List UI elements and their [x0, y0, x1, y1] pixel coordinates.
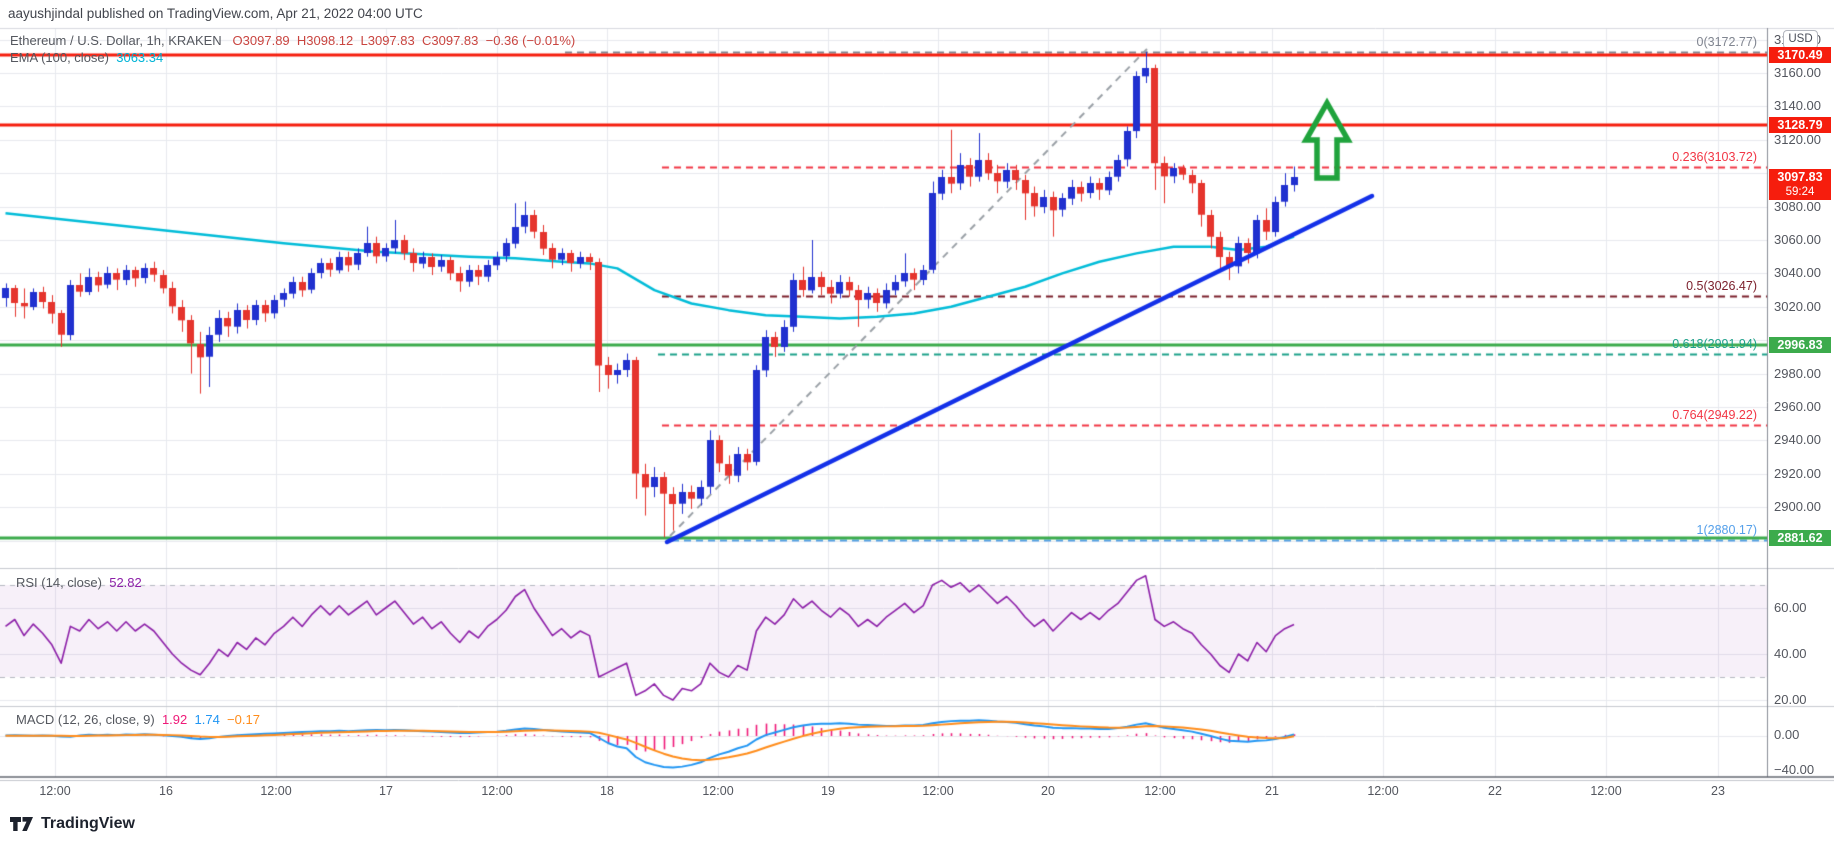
- price-axis-badge: 2996.83: [1769, 337, 1831, 354]
- candle-countdown: 59:24: [1785, 185, 1815, 198]
- time-tick-label: 16: [159, 784, 173, 798]
- ema-value: 3063.34: [116, 50, 164, 65]
- rsi-tick-label: 40.00: [1774, 646, 1807, 661]
- fib-level-label: 1(2880.17): [1696, 523, 1757, 538]
- price-tick-label: 2960.00: [1774, 399, 1821, 414]
- macd-label: MACD (12, 26, close, 9): [16, 712, 155, 727]
- price-axis-badge: 2881.62: [1769, 529, 1831, 546]
- price-axis-badge: 3097.83 59:24: [1769, 168, 1831, 200]
- ohlc-low: L3097.83: [360, 33, 415, 48]
- time-tick-label: 22: [1488, 784, 1502, 798]
- price-axis-badge: 3170.49: [1769, 47, 1831, 64]
- macd-legend[interactable]: MACD (12, 26, close, 9) 1.92 1.74 −0.17: [16, 712, 260, 727]
- rsi-value: 52.82: [109, 575, 142, 590]
- price-tick-label: 3080.00: [1774, 198, 1821, 214]
- ohlc-high: H3098.12: [296, 33, 354, 48]
- macd-tick-label: 0.00: [1774, 727, 1800, 742]
- tradingview-logo-icon: [10, 816, 33, 831]
- rsi-legend[interactable]: RSI (14, close) 52.82: [16, 575, 142, 590]
- tradingview-logo[interactable]: TradingView: [10, 815, 135, 833]
- fib-level-label: 0.764(2949.22): [1672, 408, 1757, 422]
- price-axis-badge: 3128.79: [1769, 117, 1831, 134]
- symbol-title: Ethereum / U.S. Dollar, 1h, KRAKEN: [10, 33, 222, 48]
- time-tick-label: 12:00: [481, 784, 513, 798]
- price-change: −0.36 (−0.01%): [485, 33, 576, 48]
- price-tick-label: 3120.00: [1774, 131, 1821, 147]
- macd-hist-value: 1.92: [161, 712, 188, 727]
- price-tick-label: 2980.00: [1774, 365, 1821, 381]
- price-tick-label: 2900.00: [1774, 499, 1821, 515]
- symbol-legend[interactable]: Ethereum / U.S. Dollar, 1h, KRAKEN O3097…: [10, 33, 575, 48]
- macd-line-value: 1.74: [194, 712, 220, 727]
- time-tick-label: 23: [1711, 784, 1725, 798]
- time-tick-label: 12:00: [702, 784, 734, 798]
- macd-signal-value: −0.17: [227, 712, 260, 727]
- ohlc-open: O3097.89: [232, 33, 290, 48]
- fib-level-label: 0.236(3103.72): [1672, 149, 1757, 164]
- rsi-label: RSI (14, close): [16, 575, 102, 590]
- rsi-tick-label: 60.00: [1774, 600, 1807, 615]
- time-tick-label: 12:00: [39, 784, 71, 798]
- fib-level-label: 0.5(3026.47): [1686, 278, 1757, 293]
- price-tick-label: 3160.00: [1774, 65, 1821, 80]
- price-tick-label: 3020.00: [1774, 298, 1821, 314]
- price-tick-label: 3060.00: [1774, 232, 1821, 247]
- price-tick-label: 2940.00: [1774, 432, 1821, 448]
- time-tick-label: 21: [1265, 784, 1279, 798]
- ema-label: EMA (100, close): [10, 50, 109, 65]
- fib-level-label: 0(3172.77): [1696, 34, 1757, 49]
- price-tick-label: 3140.00: [1774, 98, 1821, 114]
- ema-legend[interactable]: EMA (100, close) 3063.34: [10, 50, 163, 65]
- time-tick-label: 17: [379, 784, 393, 798]
- time-tick-label: 12:00: [1367, 784, 1399, 798]
- time-tick-label: 18: [600, 784, 614, 798]
- time-tick-label: 12:00: [1144, 784, 1176, 798]
- publish-header: aayushjindal published on TradingView.co…: [8, 6, 423, 21]
- price-tick-label: 3040.00: [1774, 265, 1821, 281]
- time-tick-label: 19: [821, 784, 835, 798]
- time-tick-label: 12:00: [922, 784, 954, 798]
- tradingview-logo-text: TradingView: [41, 815, 135, 832]
- ohlc-close: C3097.83: [421, 33, 479, 48]
- price-tick-label: 2920.00: [1774, 465, 1821, 481]
- time-tick-label: 12:00: [260, 784, 292, 798]
- time-tick-label: 12:00: [1590, 784, 1622, 798]
- fib-level-label: 0.618(2991.94): [1672, 336, 1757, 351]
- rsi-tick-label: 20.00: [1774, 692, 1807, 707]
- currency-toggle-button[interactable]: USD: [1783, 30, 1818, 49]
- macd-tick-label: −40.00: [1774, 762, 1815, 777]
- time-tick-label: 20: [1041, 784, 1055, 798]
